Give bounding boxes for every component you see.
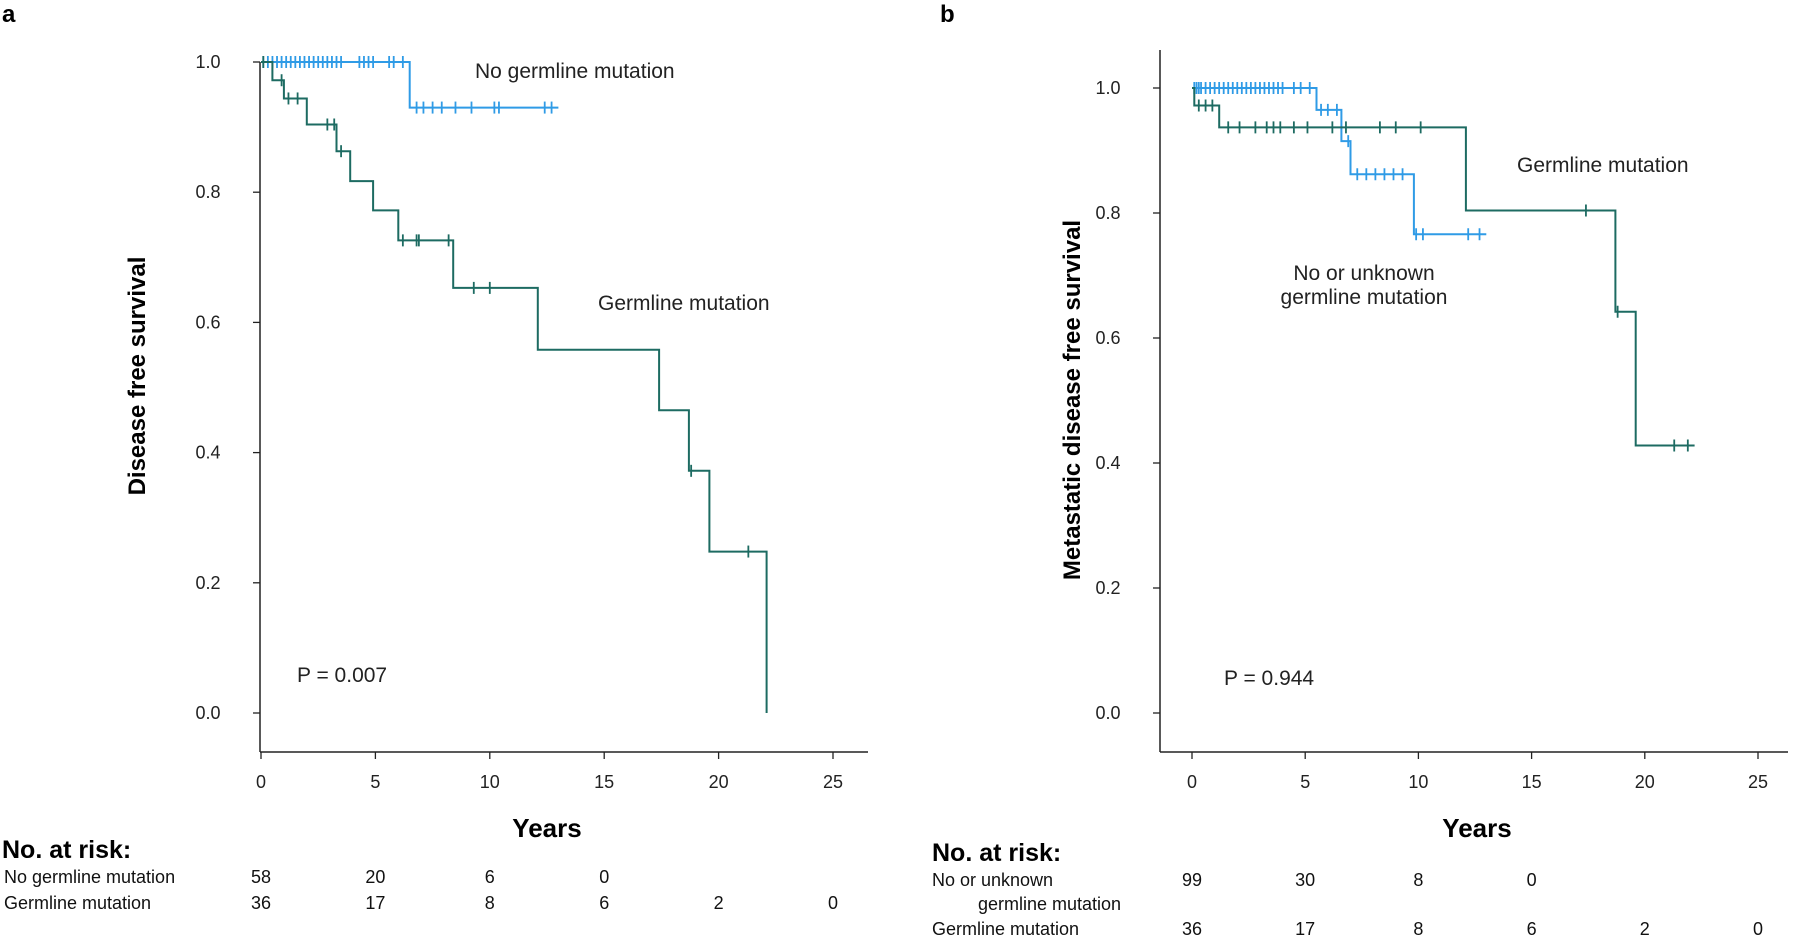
risk-value: 36 <box>1182 919 1202 939</box>
risk-row-label-line: Germline mutation <box>932 919 1079 939</box>
risk-value: 6 <box>485 867 495 887</box>
series-second <box>261 56 768 713</box>
x-tick-label: 0 <box>1187 772 1197 792</box>
y-tick-label: 0.0 <box>195 703 220 723</box>
curve-label: No or unknown germline mutation <box>1281 262 1448 309</box>
p-value: P = 0.944 <box>1224 667 1314 690</box>
curve-label-line: germline mutation <box>1281 286 1448 309</box>
risk-value: 6 <box>599 893 609 913</box>
series-first <box>261 56 559 114</box>
curve-label-line: No or unknown <box>1293 262 1434 285</box>
risk-row-label-line: Germline mutation <box>4 893 151 913</box>
x-tick-label: 5 <box>370 772 380 792</box>
curve-label-line: Germline mutation <box>1517 154 1689 177</box>
y-tick-label: 0.2 <box>195 573 220 593</box>
risk-value: 30 <box>1295 870 1315 890</box>
x-axis-label: Years <box>512 813 581 843</box>
survival-curve <box>261 61 559 109</box>
x-tick-label: 15 <box>594 772 614 792</box>
risk-value: 8 <box>1413 919 1423 939</box>
risk-table: No. at risk:No germline mutation 58 20 6 0Ge… <box>2 836 838 913</box>
risk-value: 8 <box>1413 870 1423 890</box>
risk-value: 8 <box>485 893 495 913</box>
panel-label: b <box>940 1 955 28</box>
risk-value: 0 <box>1527 870 1537 890</box>
x-tick-label: 25 <box>823 772 843 792</box>
risk-row-label-line: No or unknown <box>932 870 1053 890</box>
y-tick-label: 0.4 <box>195 443 220 463</box>
series-second <box>1192 87 1695 452</box>
y-tick-label: 1.0 <box>1095 78 1120 98</box>
x-tick-label: 20 <box>709 772 729 792</box>
x-axis-label: Years <box>1442 813 1511 843</box>
x-tick-label: 10 <box>480 772 500 792</box>
risk-value: 58 <box>251 867 271 887</box>
panel-label: a <box>2 1 16 28</box>
y-tick-label: 0.8 <box>1095 203 1120 223</box>
x-tick-label: 5 <box>1300 772 1310 792</box>
risk-value: 2 <box>714 893 724 913</box>
risk-value: 20 <box>365 867 385 887</box>
y-tick-label: 1.0 <box>195 52 220 72</box>
x-tick-label: 0 <box>256 772 266 792</box>
y-axis-label: Metastatic disease free survival <box>1059 220 1086 580</box>
risk-row-label: Germline mutation <box>932 919 1079 939</box>
series-first <box>1192 82 1487 241</box>
survival-curve <box>1192 87 1695 447</box>
risk-value: 0 <box>599 867 609 887</box>
y-axis-label: Disease free survival <box>124 257 151 496</box>
curve-label-line: Germline mutation <box>598 292 770 315</box>
risk-row-label: No germline mutation <box>4 867 175 887</box>
risk-value: 99 <box>1182 870 1202 890</box>
p-value: P = 0.007 <box>297 664 387 687</box>
risk-row-label-line: germline mutation <box>978 894 1121 914</box>
risk-value: 0 <box>1753 919 1763 939</box>
y-tick-label: 0.8 <box>195 182 220 202</box>
risk-value: 0 <box>828 893 838 913</box>
curve-label: Germline mutation <box>598 292 770 315</box>
axes: 0.0 0.2 0.4 0.6 0.8 1.0 0 5 10 15 20 25 <box>1095 50 1788 792</box>
risk-table-header: No. at risk: <box>932 839 1061 867</box>
x-tick-label: 10 <box>1408 772 1428 792</box>
risk-value: 17 <box>1295 919 1315 939</box>
x-tick-label: 25 <box>1748 772 1768 792</box>
curve-label: Germline mutation <box>1517 154 1689 177</box>
risk-table-header: No. at risk: <box>2 836 131 864</box>
survival-curve <box>1192 87 1487 236</box>
y-tick-label: 0.6 <box>195 312 220 332</box>
curve-label-line: No germline mutation <box>475 60 675 83</box>
y-tick-label: 0.0 <box>1095 703 1120 723</box>
risk-value: 17 <box>365 893 385 913</box>
risk-row-label-line: No germline mutation <box>4 867 175 887</box>
risk-row-label: No or unknown germline mutation <box>932 870 1121 914</box>
risk-value: 2 <box>1640 919 1650 939</box>
x-tick-label: 20 <box>1635 772 1655 792</box>
y-tick-label: 0.6 <box>1095 328 1120 348</box>
risk-row-label: Germline mutation <box>4 893 151 913</box>
y-tick-label: 0.2 <box>1095 578 1120 598</box>
risk-value: 6 <box>1527 919 1537 939</box>
risk-table: No. at risk: No or unknown germline mutati… <box>932 839 1763 939</box>
y-tick-label: 0.4 <box>1095 453 1120 473</box>
axes: 0.0 0.2 0.4 0.6 0.8 1.0 0 5 10 15 20 25 <box>195 52 868 792</box>
survival-curve <box>261 61 768 713</box>
x-tick-label: 15 <box>1522 772 1542 792</box>
panel-b: b0.00.20.40.60.81.00 5 10 15 20 25Metastatic … <box>932 1 1788 939</box>
risk-value: 36 <box>251 893 271 913</box>
curve-label: No germline mutation <box>475 60 675 83</box>
